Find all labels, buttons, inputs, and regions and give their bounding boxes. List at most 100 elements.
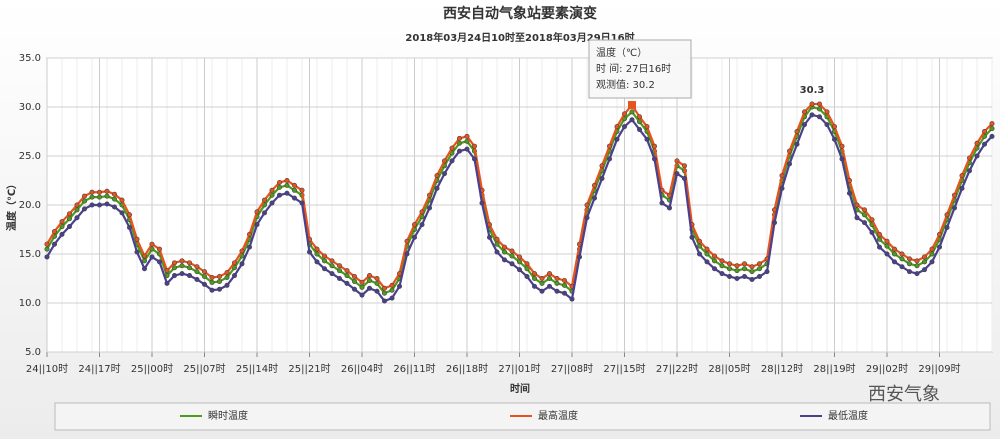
point [404,251,410,257]
point [224,275,230,281]
point [389,295,395,301]
point [584,202,590,208]
point [89,194,95,200]
legend-label: 最高温度 [538,409,578,422]
point [749,264,755,270]
point [734,263,740,269]
point [149,254,155,260]
point [172,265,178,271]
point [119,197,125,203]
point [599,163,605,169]
point [914,258,920,264]
point [794,141,800,147]
point [329,258,335,264]
point [509,248,515,254]
point [561,290,567,296]
point [666,205,672,211]
x-tick-label: 26||11时 [393,363,435,375]
point [344,268,350,274]
point [239,261,245,267]
point [396,283,402,289]
point [801,109,807,115]
legend-label: 瞬时温度 [208,409,248,422]
point [794,129,800,135]
point [419,222,425,228]
point [179,263,185,269]
point [546,271,552,277]
point [172,260,178,266]
point [734,275,740,281]
point [89,202,95,208]
point [104,188,110,194]
point [629,117,635,123]
point [539,280,545,286]
point [479,200,485,206]
point [861,212,867,218]
point [629,109,635,115]
point [441,171,447,177]
point [614,136,620,142]
point [764,269,770,275]
point [531,283,537,289]
tooltip-value: 观测值: 30.2 [596,78,655,91]
point [299,200,305,206]
point [696,251,702,257]
point [269,200,275,206]
point [247,244,253,250]
point [771,220,777,226]
point [359,284,365,290]
point [276,192,282,198]
point [329,271,335,277]
point [494,236,500,242]
point [374,288,380,294]
point [284,178,290,184]
x-tick-label: 29||09时 [918,363,960,375]
point [824,109,830,115]
point [876,244,882,250]
point [74,207,80,213]
point [456,140,462,146]
point [674,171,680,177]
point [149,241,155,247]
point [74,202,80,208]
point [179,271,185,277]
point [411,234,417,240]
point [726,266,732,272]
point [187,265,193,271]
point [157,259,163,265]
point [381,298,387,304]
point [112,191,118,197]
point [809,112,815,118]
point [869,217,875,223]
point [456,148,462,154]
point [884,238,890,244]
point [741,261,747,267]
point [351,274,357,280]
point [966,168,972,174]
point [59,219,65,225]
point [247,231,253,237]
point [67,211,73,217]
point [284,182,290,188]
point [734,268,740,274]
point [951,192,957,198]
point [899,256,905,262]
point [389,287,395,293]
point [254,222,260,228]
point [224,270,230,276]
point [172,273,178,279]
point [366,285,372,291]
point [884,251,890,257]
point [516,259,522,265]
point [951,205,957,211]
point [891,251,897,257]
point [97,194,103,200]
point [674,158,680,164]
point [921,267,927,273]
point [336,275,342,281]
point [711,266,717,272]
x-tick-label: 28||19时 [813,363,855,375]
point [516,254,522,260]
point [59,231,65,237]
legend-box [54,402,991,431]
